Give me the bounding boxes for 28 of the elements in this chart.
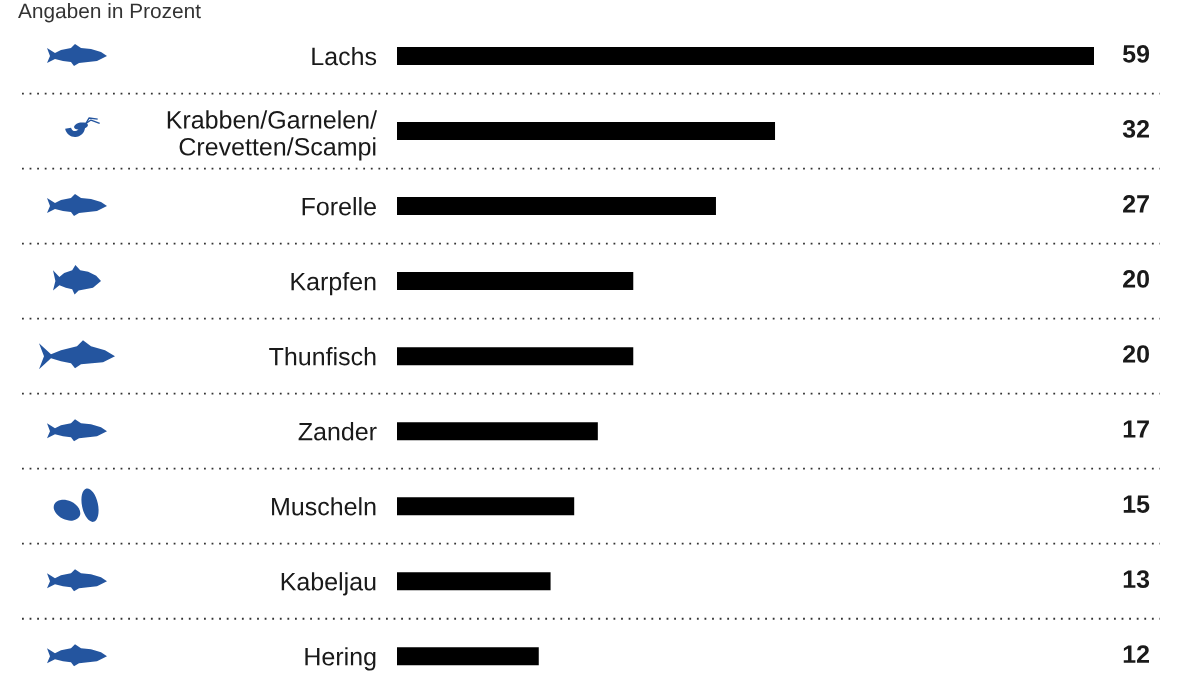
- y-tick-label: Lachs: [312, 46, 377, 66]
- y-tick-label: Kabeljau: [281, 572, 376, 596]
- y-tick-label: Karpfen: [291, 272, 376, 296]
- y-tick-label: Krabben/Garnelen/ Crevetten/Scampi: [167, 110, 378, 161]
- data-label: 15: [1123, 495, 1150, 513]
- y-tick-label: Forelle: [302, 197, 376, 216]
- data-label: 27: [1123, 195, 1149, 213]
- data-label: 20: [1123, 345, 1149, 363]
- data-label: 20: [1123, 270, 1149, 288]
- bar: [397, 122, 776, 141]
- bar: [397, 572, 551, 591]
- bar: [397, 47, 1094, 66]
- bar: [397, 497, 575, 516]
- bar: [397, 272, 634, 291]
- y-tick-label: Thunfisch: [269, 347, 376, 366]
- data-label: 13: [1123, 570, 1150, 588]
- y-tick-label: Muscheln: [272, 497, 376, 516]
- data-label: 59: [1122, 45, 1150, 63]
- data-label: 32: [1122, 120, 1149, 138]
- data-label: 17: [1123, 420, 1149, 438]
- bar: [397, 422, 598, 441]
- bar: [397, 347, 634, 366]
- bar: [397, 197, 716, 216]
- data-label: 12: [1123, 645, 1149, 663]
- bar: [397, 647, 539, 666]
- y-tick-label: Hering: [305, 647, 376, 671]
- y-tick-label: Zander: [298, 422, 377, 441]
- text: Angaben in Prozent: [18, 3, 201, 23]
